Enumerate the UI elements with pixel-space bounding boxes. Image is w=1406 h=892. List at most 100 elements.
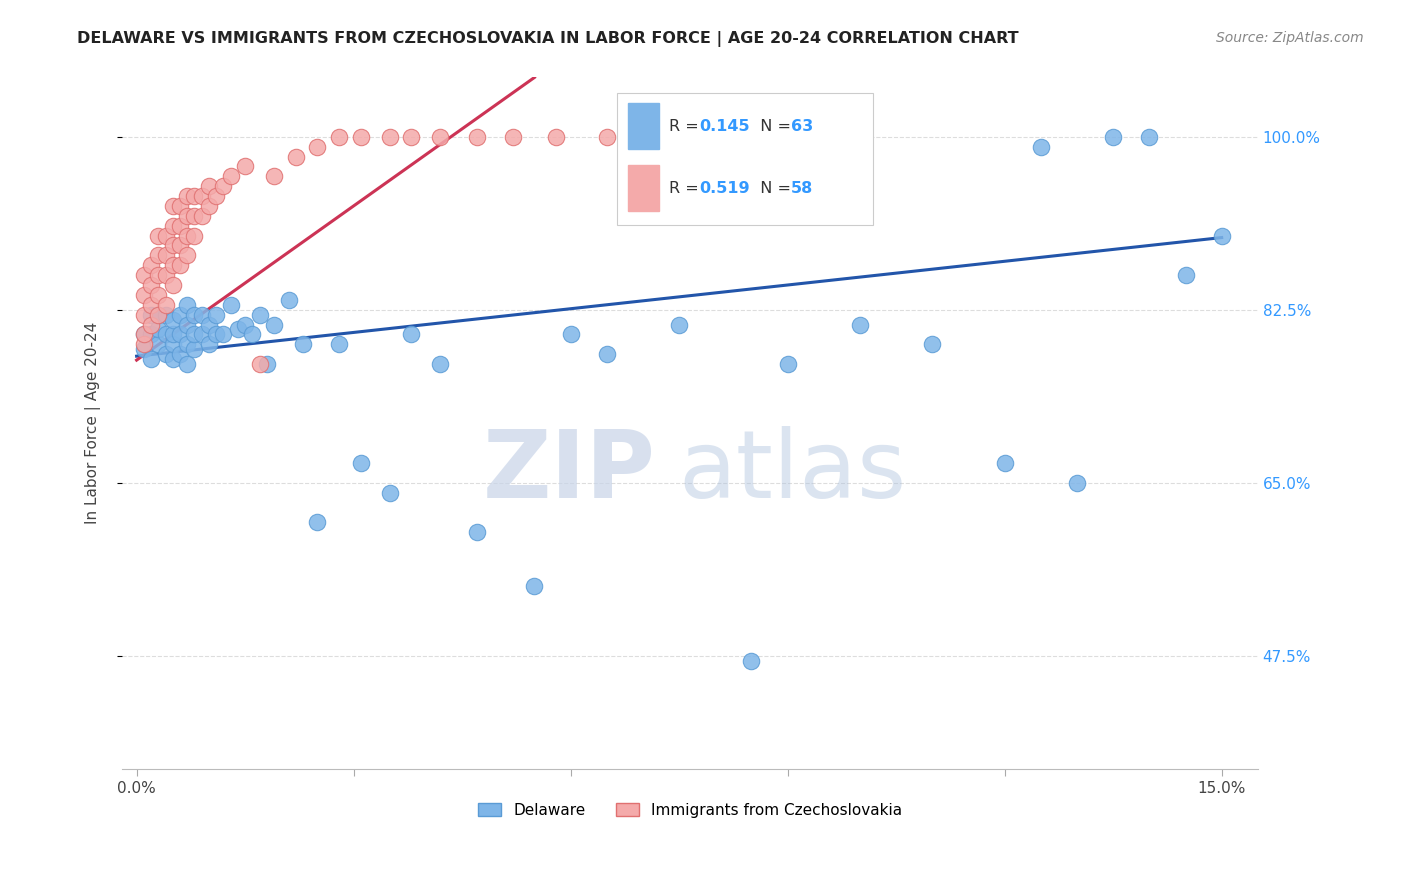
Point (148, 248, 170, 262)
Point (148, 322, 170, 336)
Point (205, 189, 228, 203)
Point (162, 352, 184, 367)
Point (198, 337, 221, 351)
Point (307, 139, 329, 153)
Text: R =: R = (669, 180, 703, 195)
Point (256, 357, 278, 371)
Point (233, 318, 256, 332)
Point (429, 129, 451, 144)
Point (162, 312, 184, 326)
Point (139, 352, 162, 367)
Point (307, 515, 329, 529)
Point (921, 337, 943, 351)
Point (328, 129, 350, 144)
Text: 58: 58 (792, 180, 813, 195)
Point (190, 308, 212, 322)
Point (631, 129, 654, 144)
Point (183, 209, 205, 223)
Point (162, 219, 184, 233)
Point (176, 298, 198, 312)
Point (198, 179, 221, 194)
Point (183, 327, 205, 342)
Point (465, 129, 488, 144)
Point (240, 327, 263, 342)
Point (668, 129, 690, 144)
Point (155, 308, 177, 322)
Point (155, 347, 177, 361)
Point (139, 298, 162, 312)
Text: Source: ZipAtlas.com: Source: ZipAtlas.com (1216, 31, 1364, 45)
Point (328, 337, 350, 351)
Point (350, 129, 373, 144)
Point (132, 268, 155, 282)
Point (1029, 139, 1052, 153)
Point (176, 248, 198, 262)
Point (401, 129, 423, 144)
Point (523, 579, 546, 593)
Point (212, 327, 235, 342)
Point (169, 219, 191, 233)
Point (183, 189, 205, 203)
Y-axis label: In Labor Force | Age 20-24: In Labor Force | Age 20-24 (86, 322, 101, 524)
Point (162, 199, 184, 213)
Point (148, 228, 170, 243)
Point (162, 278, 184, 293)
Point (169, 327, 191, 342)
Point (233, 160, 256, 174)
Point (155, 268, 177, 282)
Point (183, 228, 205, 243)
Point (132, 288, 155, 302)
Point (198, 318, 221, 332)
Point (249, 357, 271, 371)
Point (263, 318, 285, 332)
Point (139, 318, 162, 332)
Point (190, 189, 212, 203)
Point (776, 357, 799, 371)
Point (1102, 129, 1125, 144)
Point (190, 209, 212, 223)
Point (139, 278, 162, 293)
Point (284, 149, 307, 163)
Point (169, 258, 191, 272)
Point (169, 347, 191, 361)
Point (704, 129, 727, 144)
Point (502, 129, 524, 144)
Text: N =: N = (751, 180, 796, 195)
Point (291, 337, 314, 351)
Point (212, 179, 235, 194)
Legend: Delaware, Immigrants from Czechoslovakia: Delaware, Immigrants from Czechoslovakia (472, 797, 908, 824)
Point (132, 327, 155, 342)
Point (183, 343, 205, 357)
Point (1137, 129, 1160, 144)
Point (176, 228, 198, 243)
Text: atlas: atlas (679, 425, 907, 517)
Text: R =: R = (669, 119, 703, 134)
Point (263, 169, 285, 184)
Point (378, 129, 401, 144)
Point (155, 228, 177, 243)
Point (198, 199, 221, 213)
Point (162, 258, 184, 272)
Point (176, 189, 198, 203)
Text: 0.145: 0.145 (700, 119, 751, 134)
Point (1211, 228, 1233, 243)
Text: ZIP: ZIP (484, 425, 657, 517)
Point (169, 238, 191, 252)
Point (1066, 475, 1088, 490)
Point (740, 654, 762, 668)
Point (148, 308, 170, 322)
Point (277, 293, 299, 307)
Point (169, 308, 191, 322)
Point (596, 347, 619, 361)
Point (139, 327, 162, 342)
Point (465, 525, 488, 540)
Point (205, 308, 228, 322)
Point (132, 337, 155, 351)
Point (176, 357, 198, 371)
Point (994, 456, 1017, 470)
Point (148, 308, 170, 322)
Point (132, 327, 155, 342)
Point (249, 308, 271, 322)
Point (162, 337, 184, 351)
Point (849, 318, 872, 332)
